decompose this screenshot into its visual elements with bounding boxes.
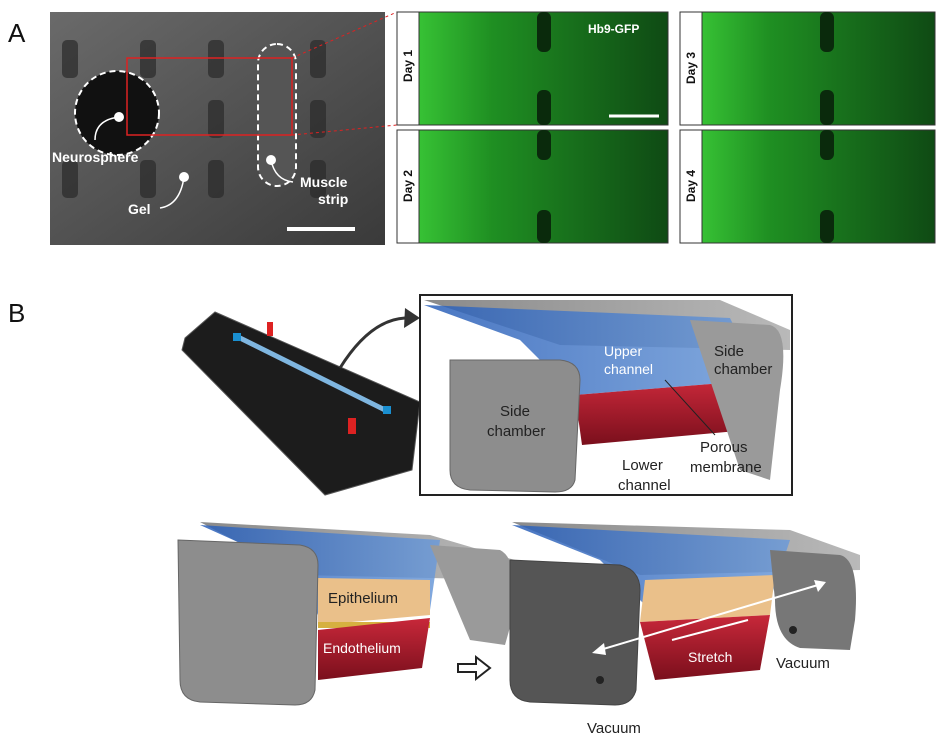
upper-channel-label: Upper [604,343,642,359]
transition-arrow [458,657,490,679]
muscle-label: strip [318,191,348,207]
endothelium-label: Endothelium [323,640,401,656]
porous-membrane-label: membrane [690,459,762,476]
stretch-label: Stretch [688,649,732,665]
micrograph [50,12,397,245]
panel-label: B [8,298,25,328]
day-label: Day 4 [684,170,698,202]
fluorescence-panels: Day 1 Hb9-GFP Day 2 Day 3 Day 4 [397,12,935,243]
epithelium-label: Epithelium [328,590,398,607]
side-chamber-label: chamber [487,423,545,440]
upper-channel-label: channel [604,361,653,377]
device-relaxed [178,522,515,705]
day-label: Day 3 [684,52,698,84]
day-label: Day 1 [401,50,415,82]
device-stretched [510,522,860,705]
gel-label: Gel [128,201,151,217]
vacuum-label: Vacuum [587,720,641,737]
stain-label: Hb9-GFP [588,22,639,36]
porous-membrane-label: Porous [700,439,748,456]
neurosphere-label: Neurosphere [52,149,139,165]
muscle-label: Muscle [300,174,348,190]
side-chamber-label: Side [714,343,744,360]
chip [182,308,420,495]
day-label: Day 2 [401,170,415,202]
lower-channel-label: Lower [622,457,663,474]
vacuum-label: Vacuum [776,655,830,672]
lower-channel-label: channel [618,477,671,494]
side-chamber-label: Side [500,403,530,420]
panel-label: A [8,18,26,48]
figure: A Neurosphere Gel Muscle strip Day 1 Hb9… [0,0,940,738]
side-chamber-label: chamber [714,361,772,378]
